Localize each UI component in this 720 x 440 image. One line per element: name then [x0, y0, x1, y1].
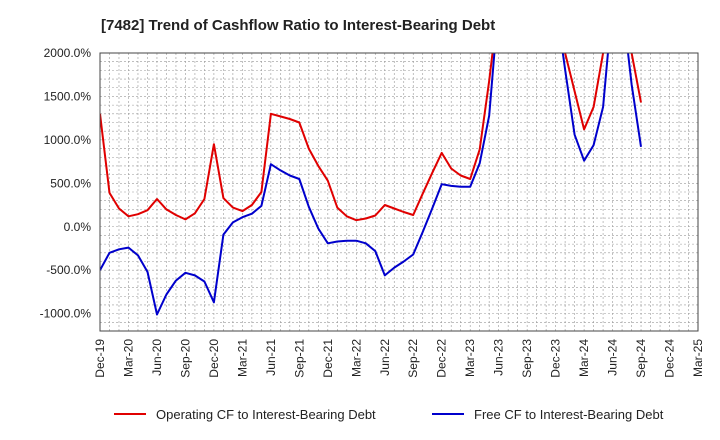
- x-tick-label: Sep-24: [634, 339, 648, 378]
- x-tick-label: Sep-21: [292, 339, 306, 378]
- x-tick-label: Sep-23: [520, 339, 534, 378]
- x-tick-label: Dec-23: [549, 339, 563, 378]
- y-tick-label: -500.0%: [46, 263, 91, 277]
- x-axis-ticks: Dec-19 Mar-20 Jun-20 Sep-20 Dec-20 Mar-21 Jun-…: [93, 339, 705, 378]
- y-tick-label: 0.0%: [64, 220, 92, 234]
- x-tick-label: Sep-20: [178, 339, 192, 378]
- series-lines: [100, 53, 642, 316]
- x-tick-label: Dec-24: [663, 339, 677, 378]
- grid-lines: [100, 53, 698, 331]
- x-tick-label: Sep-22: [406, 339, 420, 378]
- y-axis-ticks: 2000.0% 1500.0% 1000.0% 500.0% 0.0% -500.0% -1…: [40, 46, 92, 321]
- plot-frame: [99, 52, 699, 332]
- legend-label-operating-cf: Operating CF to Interest-Bearing Debt: [156, 407, 376, 422]
- x-tick-label: Mar-25: [691, 339, 705, 377]
- x-tick-label: Jun-23: [492, 339, 506, 376]
- y-tick-label: 500.0%: [50, 176, 91, 190]
- x-tick-label: Dec-22: [435, 339, 449, 378]
- x-tick-label: Dec-21: [321, 339, 335, 378]
- x-tick-label: Jun-24: [606, 339, 620, 376]
- legend-label-free-cf: Free CF to Interest-Bearing Debt: [474, 407, 664, 422]
- x-tick-label: Jun-22: [378, 339, 392, 376]
- x-tick-label: Dec-20: [207, 339, 221, 378]
- y-tick-label: 1500.0%: [44, 89, 92, 103]
- legend: Operating CF to Interest-Bearing Debt Fr…: [114, 407, 664, 422]
- x-tick-label: Mar-23: [463, 339, 477, 377]
- x-tick-label: Jun-20: [150, 339, 164, 376]
- y-tick-label: 2000.0%: [44, 46, 92, 60]
- x-tick-label: Mar-22: [349, 339, 363, 377]
- x-tick-label: Mar-24: [577, 339, 591, 377]
- x-tick-label: Jun-21: [264, 339, 278, 376]
- x-tick-label: Dec-19: [93, 339, 107, 378]
- y-tick-label: 1000.0%: [44, 133, 92, 147]
- y-tick-label: -1000.0%: [40, 307, 92, 321]
- chart-title: [7482] Trend of Cashflow Ratio to Intere…: [101, 17, 495, 34]
- series-line-operating-cf: [100, 53, 642, 222]
- series-line-free-cf: [100, 53, 642, 316]
- x-tick-label: Mar-21: [235, 339, 249, 377]
- x-tick-label: Mar-20: [121, 339, 135, 377]
